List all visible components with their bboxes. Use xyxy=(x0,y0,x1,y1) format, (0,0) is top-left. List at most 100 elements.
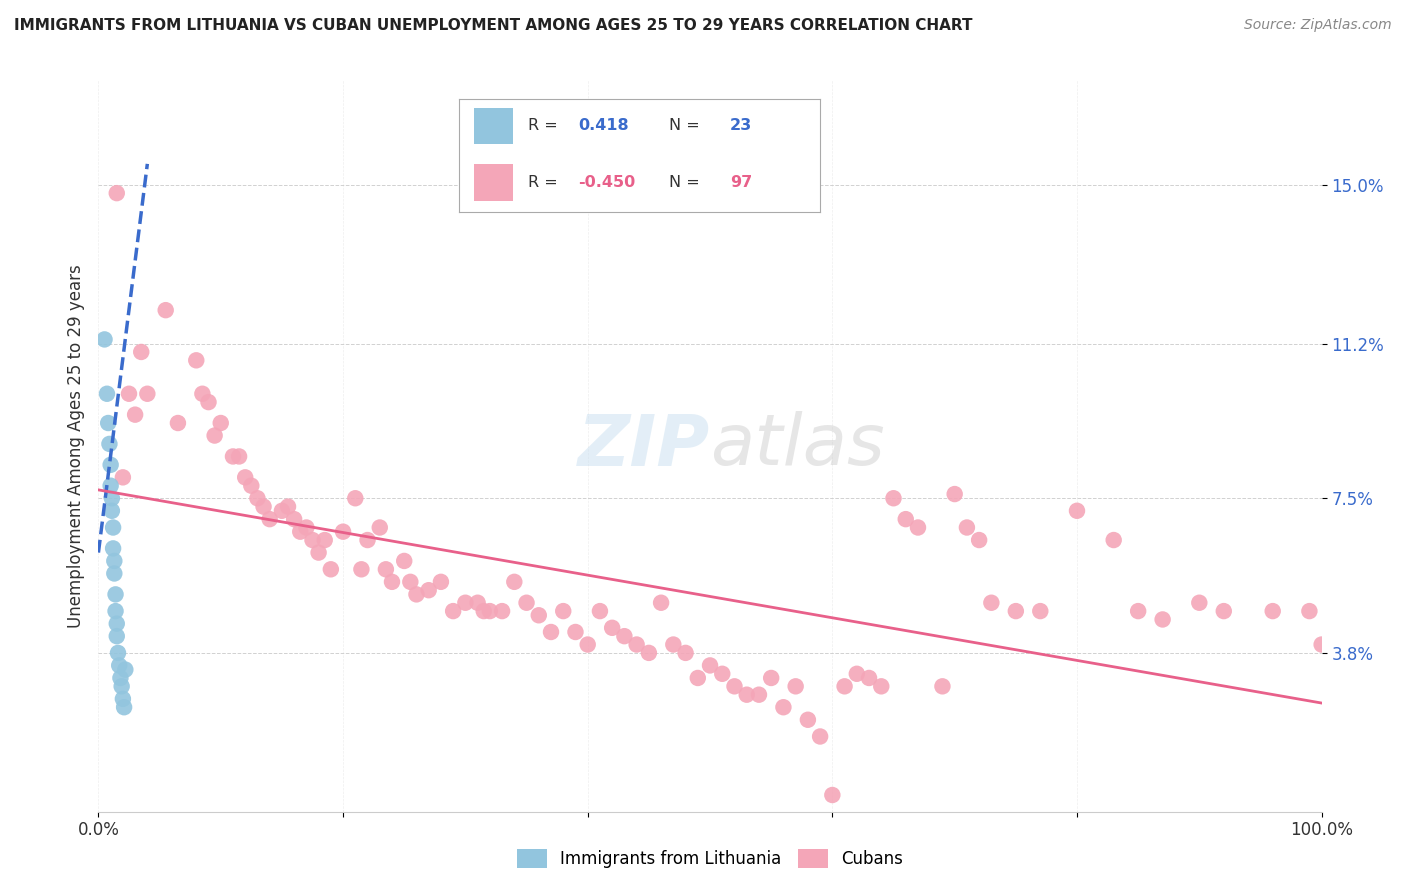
Point xyxy=(1066,504,1088,518)
Point xyxy=(650,596,672,610)
Point xyxy=(834,679,856,693)
Point xyxy=(344,491,367,506)
Point xyxy=(1128,604,1150,618)
Point xyxy=(209,416,232,430)
Point xyxy=(104,587,127,601)
Point xyxy=(399,574,422,589)
Point xyxy=(240,479,263,493)
Point xyxy=(111,679,134,693)
Point xyxy=(491,604,513,618)
Point xyxy=(228,450,250,464)
Point xyxy=(515,596,537,610)
Point xyxy=(191,386,214,401)
Point xyxy=(136,386,159,401)
Point xyxy=(111,691,134,706)
Point xyxy=(723,679,745,693)
Point xyxy=(1029,604,1052,618)
Point xyxy=(197,395,219,409)
Point xyxy=(97,416,120,430)
Point xyxy=(1188,596,1211,610)
Point xyxy=(96,386,118,401)
Point xyxy=(527,608,550,623)
Text: Source: ZipAtlas.com: Source: ZipAtlas.com xyxy=(1244,18,1392,32)
Point xyxy=(124,408,146,422)
Point xyxy=(110,671,132,685)
Point xyxy=(107,646,129,660)
Point xyxy=(111,470,134,484)
Point xyxy=(374,562,396,576)
Point xyxy=(637,646,661,660)
Point xyxy=(808,730,831,744)
Point xyxy=(772,700,794,714)
Point xyxy=(105,629,128,643)
Point xyxy=(103,554,125,568)
Point xyxy=(735,688,758,702)
Point xyxy=(186,353,208,368)
Point xyxy=(1004,604,1026,618)
Point xyxy=(478,604,501,618)
Point xyxy=(103,566,125,581)
Point xyxy=(600,621,623,635)
Point xyxy=(883,491,905,506)
Point xyxy=(104,604,127,618)
Point xyxy=(931,679,953,693)
Point xyxy=(332,524,354,539)
Point xyxy=(93,333,115,347)
Point xyxy=(907,520,929,534)
Point xyxy=(1102,533,1125,547)
Y-axis label: Unemployment Among Ages 25 to 29 years: Unemployment Among Ages 25 to 29 years xyxy=(66,264,84,628)
Point xyxy=(233,470,256,484)
Point xyxy=(101,520,124,534)
Point xyxy=(761,671,783,685)
Point xyxy=(259,512,281,526)
Point xyxy=(699,658,721,673)
Point xyxy=(821,788,844,802)
Point xyxy=(314,533,336,547)
Point xyxy=(100,458,122,472)
Point xyxy=(368,520,391,534)
Point xyxy=(956,520,979,534)
Point xyxy=(748,688,770,702)
Point xyxy=(870,679,893,693)
Point xyxy=(283,512,305,526)
Point xyxy=(711,666,734,681)
Point xyxy=(222,450,245,464)
Point xyxy=(105,616,128,631)
Text: atlas: atlas xyxy=(710,411,884,481)
Point xyxy=(319,562,342,576)
Point xyxy=(114,663,136,677)
Point xyxy=(98,437,121,451)
Point xyxy=(553,604,575,618)
Point xyxy=(204,428,226,442)
Point xyxy=(785,679,807,693)
Point xyxy=(540,625,562,640)
Point xyxy=(295,520,318,534)
Point xyxy=(845,666,868,681)
Point xyxy=(118,386,141,401)
Point xyxy=(967,533,990,547)
Point xyxy=(589,604,612,618)
Point xyxy=(472,604,495,618)
Point xyxy=(1152,612,1174,626)
Point xyxy=(1298,604,1320,618)
Point xyxy=(246,491,269,506)
Point xyxy=(576,638,599,652)
Point xyxy=(112,700,135,714)
Point xyxy=(980,596,1002,610)
Point xyxy=(270,504,294,518)
Point xyxy=(858,671,880,685)
Point xyxy=(105,186,128,201)
Point xyxy=(418,583,440,598)
Point xyxy=(101,504,124,518)
Point xyxy=(101,541,124,556)
Point xyxy=(467,596,489,610)
Point xyxy=(252,500,274,514)
Point xyxy=(100,479,122,493)
Point xyxy=(1310,638,1333,652)
Text: ZIP: ZIP xyxy=(578,411,710,481)
Point xyxy=(392,554,416,568)
Point xyxy=(290,524,312,539)
Point xyxy=(430,574,453,589)
Point xyxy=(564,625,586,640)
Text: IMMIGRANTS FROM LITHUANIA VS CUBAN UNEMPLOYMENT AMONG AGES 25 TO 29 YEARS CORREL: IMMIGRANTS FROM LITHUANIA VS CUBAN UNEMP… xyxy=(14,18,973,33)
